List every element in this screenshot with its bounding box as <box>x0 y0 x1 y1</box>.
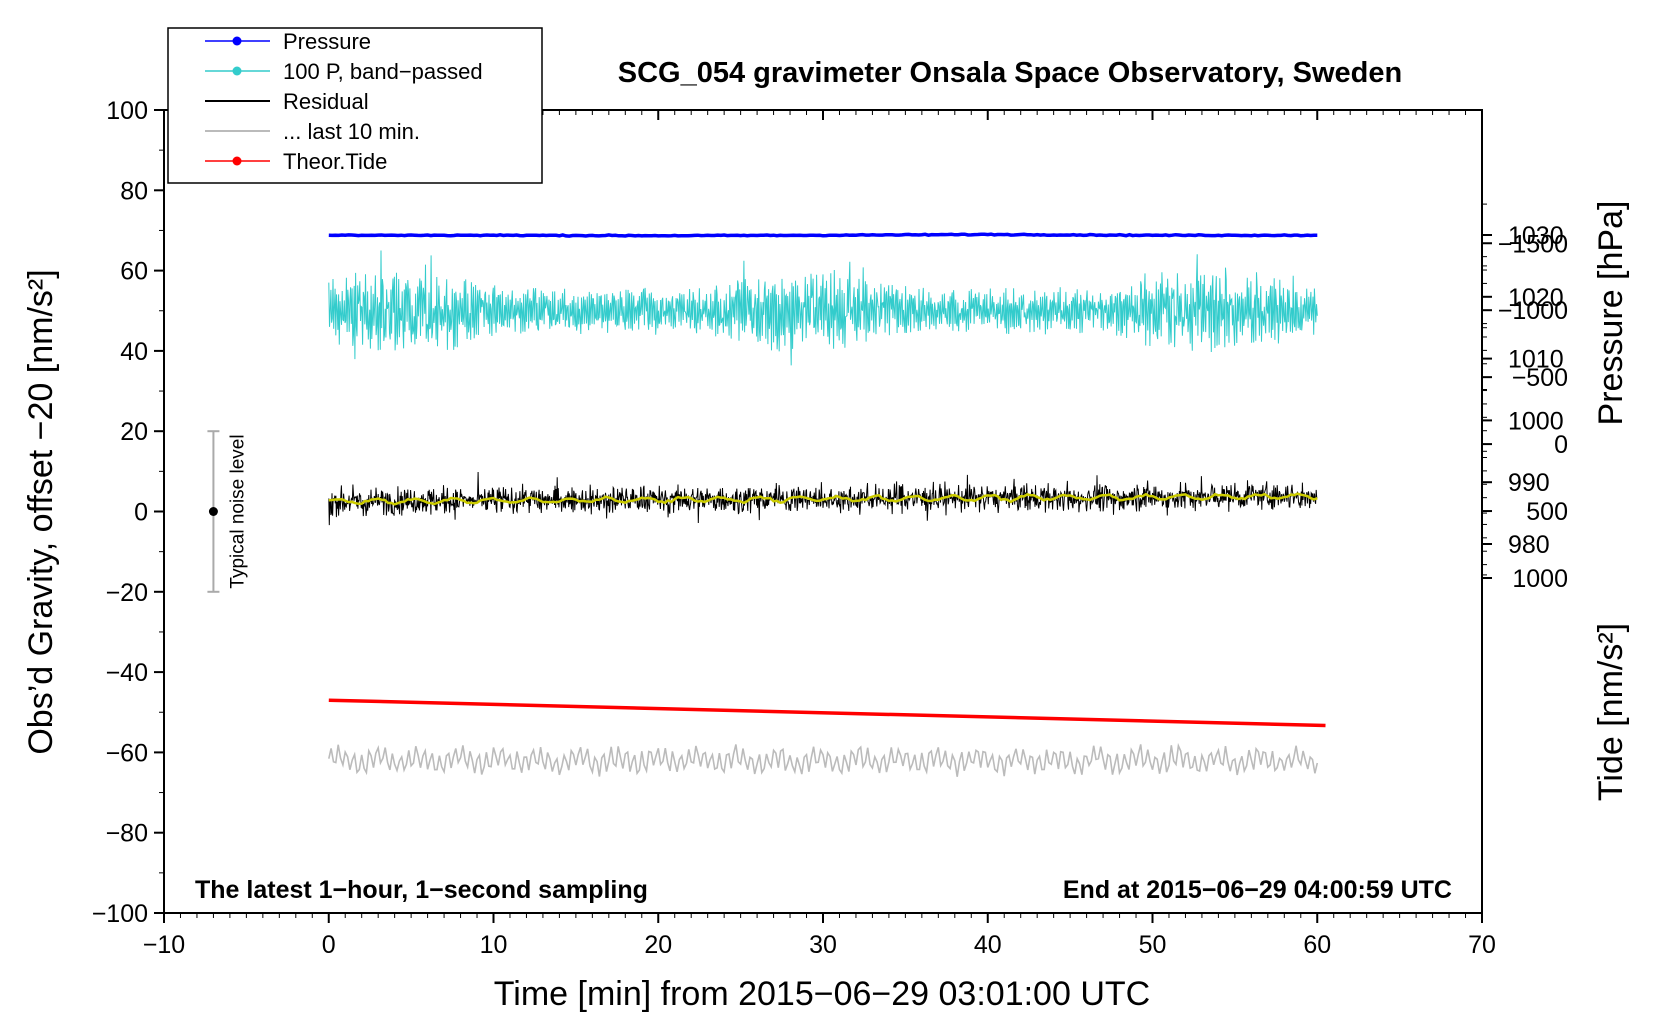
note-left: The latest 1−hour, 1−second sampling <box>195 876 648 904</box>
pressure-tick-label: 980 <box>1508 531 1550 559</box>
x-tick-label: 20 <box>644 931 672 959</box>
y-tick-label-left: 40 <box>120 338 148 366</box>
tide-tick-label: 0 <box>1554 431 1568 459</box>
y-tick-label-left: 80 <box>120 177 148 205</box>
x-tick-label: 50 <box>1139 931 1167 959</box>
y-axis-title-pressure: Pressure [hPa] <box>1592 201 1630 426</box>
pressure-tick-label: 1030 <box>1508 222 1564 250</box>
x-tick-label: 70 <box>1468 931 1496 959</box>
legend-box <box>167 27 543 184</box>
series-band-passed <box>328 250 1318 366</box>
pressure-tick-label: 1020 <box>1508 284 1564 312</box>
legend-label: Pressure <box>283 29 371 54</box>
y-tick-label-left: −100 <box>92 900 148 928</box>
axis-ticks: −10 0 10 20 30 40 50 60 70−100−80−60−40−20020406… <box>92 97 1568 959</box>
legend-entries: Pressure 100 P, band−passed Residual ... la… <box>205 29 483 174</box>
noise-label: Typical noise level <box>227 434 248 588</box>
x-tick-label: 30 <box>809 931 837 959</box>
x-tick-label: 60 <box>1303 931 1331 959</box>
series-residual-smooth <box>328 492 1318 506</box>
series-last-10-min <box>328 742 1319 777</box>
series-residual <box>328 471 1318 526</box>
series-pressure <box>328 232 1318 238</box>
tide-tick-label: 500 <box>1526 498 1568 526</box>
y-tick-label-left: 100 <box>106 97 148 125</box>
legend-marker <box>232 36 242 46</box>
note-right: End at 2015−06−29 04:00:59 UTC <box>1063 876 1452 904</box>
series-theor-tide <box>328 698 1326 728</box>
legend-marker <box>232 66 242 76</box>
y-axis-title-tide: Tide [nm/s²] <box>1592 623 1630 801</box>
tide-tick-label: −1000 <box>1498 297 1568 325</box>
noise-indicator: Typical noise level <box>207 430 248 593</box>
plot-frame <box>163 109 1483 914</box>
x-tick-label: 0 <box>322 931 336 959</box>
y-tick-label-left: −40 <box>106 659 148 687</box>
legend-label: 100 P, band−passed <box>283 59 483 84</box>
legend-label: Residual <box>283 89 369 114</box>
x-tick-label: −10 <box>143 931 185 959</box>
tide-tick-label: −500 <box>1512 364 1568 392</box>
y-tick-label-left: −80 <box>106 820 148 848</box>
tide-tick-label: −1500 <box>1498 230 1568 258</box>
pressure-tick-label: 1000 <box>1508 407 1564 435</box>
x-tick-label: 40 <box>974 931 1002 959</box>
y-tick-label-left: 60 <box>120 258 148 286</box>
x-axis-title: Time [min] from 2015−06−29 03:01:00 UTC <box>494 975 1150 1013</box>
y-tick-label-left: −60 <box>106 739 148 767</box>
tide-tick-label: 1000 <box>1512 565 1568 593</box>
legend: Pressure 100 P, band−passed Residual ... la… <box>167 27 543 184</box>
y-tick-label-left: −20 <box>106 579 148 607</box>
series-layer <box>328 232 1326 777</box>
pressure-tick-label: 1010 <box>1508 346 1564 374</box>
y-tick-label-left: 0 <box>134 499 148 527</box>
chart-title: SCG_054 gravimeter Onsala Space Observat… <box>618 57 1402 89</box>
pressure-tick-label: 990 <box>1508 469 1550 497</box>
legend-label: ... last 10 min. <box>283 119 420 144</box>
x-tick-label: 10 <box>480 931 508 959</box>
y-tick-label-left: 20 <box>120 418 148 446</box>
legend-marker <box>232 156 242 166</box>
noise-center-dot <box>208 507 218 516</box>
legend-label: Theor.Tide <box>283 149 387 174</box>
y-axis-title-left: Obs’d Gravity, offset −20 [nm/s²] <box>22 269 60 754</box>
